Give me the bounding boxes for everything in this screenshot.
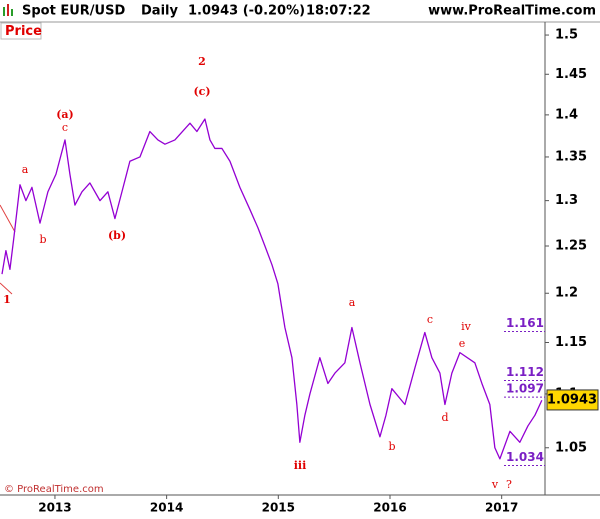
copyright: © ProRealTime.com: [4, 484, 104, 495]
site: www.ProRealTime.com: [428, 4, 596, 19]
y-tick-label: 1.05: [555, 440, 587, 455]
x-tick-label: 2015: [262, 501, 295, 515]
y-tick-label: 1.5: [555, 28, 578, 43]
wave-label: a: [22, 163, 29, 176]
legend-label: Price: [5, 24, 42, 39]
level-label: 1.1129: [506, 365, 552, 379]
y-tick-label: 1.15: [555, 335, 587, 350]
level-label: 1.097: [506, 382, 544, 396]
x-tick-label: 2017: [485, 501, 518, 515]
x-tick-label: 2014: [150, 501, 183, 515]
y-tick-label: 1.25: [555, 239, 587, 254]
wave-label: ?: [506, 478, 512, 491]
wave-label: c: [427, 313, 433, 326]
time: 18:07:22: [306, 4, 371, 19]
level-label: 1.034: [506, 450, 544, 464]
wave-label: b: [388, 440, 395, 453]
wave-label: c: [62, 121, 68, 134]
wave-label: d: [441, 411, 448, 424]
last-price-box: [546, 389, 599, 411]
wave-label: e: [459, 337, 466, 350]
y-tick-label: 1.45: [555, 67, 587, 82]
x-tick-label: 2013: [38, 501, 71, 515]
price-line: [1, 118, 543, 460]
wave-label: iv: [461, 320, 472, 333]
trend-line: [0, 282, 13, 295]
wave-label: 1: [3, 293, 11, 306]
wave-label: b: [39, 233, 46, 246]
trend-line: [0, 204, 16, 233]
instrument: Spot EUR/USD: [22, 4, 125, 19]
timeframe: Daily: [141, 4, 178, 19]
last-price-label: 1.0943: [547, 392, 597, 407]
y-tick-label: 1.3: [555, 193, 578, 208]
level-label: 1.1610: [506, 316, 552, 330]
wave-label: iii: [294, 459, 307, 472]
x-tick-label: 2016: [373, 501, 406, 515]
plot-area: 1.1610 1.1129 1.097 1.034: [1, 118, 552, 467]
wave-label: 2: [198, 55, 206, 68]
y-tick-label: 1.4: [555, 107, 578, 122]
wave-label: v: [491, 478, 499, 491]
wave-label: (c): [193, 85, 210, 98]
logo-icon: [3, 4, 13, 16]
wave-label: a: [349, 296, 356, 309]
y-tick-label: 1.2: [555, 286, 578, 301]
legend-box: [0, 22, 42, 40]
quote: 1.0943 (-0.20%): [188, 4, 305, 19]
y-tick-label: 1.35: [555, 149, 587, 164]
wave-label: (a): [56, 108, 74, 121]
wave-label: (b): [108, 229, 126, 242]
